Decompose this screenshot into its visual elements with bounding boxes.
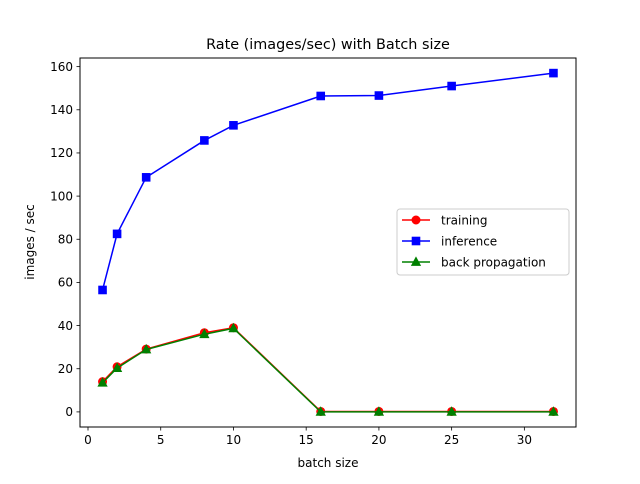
data-point-inference [229, 121, 238, 130]
legend-swatch-marker [411, 215, 421, 225]
legend-swatch-marker [410, 256, 422, 266]
series-layer [97, 68, 559, 416]
x-axis-label: batch size [298, 456, 359, 470]
x-tick-label: 30 [517, 433, 532, 447]
y-tick-label: 160 [50, 60, 73, 74]
y-tick-label: 140 [50, 103, 73, 117]
legend-item-inference[interactable]: inference [402, 234, 497, 248]
legend-item-training[interactable]: training [402, 213, 488, 227]
y-axis-label: images / sec [23, 204, 37, 280]
data-point-inference [98, 285, 107, 295]
data-point-back-propagation [228, 322, 239, 333]
data-point-back-propagation [446, 406, 457, 416]
data-point-back-propagation [373, 406, 385, 416]
data-point-back-propagation [315, 406, 326, 416]
data-point-inference [374, 91, 384, 100]
data-point-inference [549, 68, 558, 78]
legend-item-back-propagation[interactable]: back propagation [402, 255, 546, 269]
data-point-back-propagation [548, 406, 559, 416]
x-tick-label: 25 [444, 433, 459, 447]
x-axis: 0 5 10 15 20 25 30 [84, 427, 532, 447]
legend-box [396, 208, 570, 276]
x-tick-label: 20 [371, 433, 386, 447]
x-tick-label: 0 [84, 433, 92, 447]
data-point-back-propagation [199, 328, 210, 339]
y-tick-label: 0 [65, 405, 73, 419]
x-tick-label: 15 [299, 433, 314, 447]
series-inference [98, 68, 558, 295]
y-axis: 0 20 40 60 80 100 120 140 160 [50, 60, 80, 419]
y-tick-label: 40 [58, 319, 73, 333]
chart-title: Rate (images/sec) with Batch size [206, 37, 450, 53]
data-point-back-propagation [141, 343, 152, 354]
data-point-inference [112, 229, 122, 239]
y-tick-label: 100 [50, 189, 73, 203]
data-point-inference [316, 91, 326, 101]
legend[interactable]: training inference back propagation [396, 208, 570, 276]
series-back-propagation [97, 322, 559, 416]
legend-swatch-marker [411, 236, 421, 246]
data-point-inference [200, 136, 209, 145]
data-point-inference [447, 81, 456, 91]
x-tick-label: 10 [226, 433, 241, 447]
y-tick-label: 80 [58, 233, 73, 247]
y-tick-label: 20 [58, 362, 73, 376]
y-tick-label: 60 [58, 276, 73, 290]
legend-label: inference [441, 234, 497, 248]
data-point-back-propagation [111, 362, 123, 372]
legend-label: training [441, 213, 488, 227]
x-tick-label: 5 [157, 433, 165, 447]
data-point-back-propagation [97, 377, 108, 387]
data-point-inference [141, 173, 151, 182]
legend-label: back propagation [441, 255, 546, 269]
y-tick-label: 120 [50, 146, 73, 160]
